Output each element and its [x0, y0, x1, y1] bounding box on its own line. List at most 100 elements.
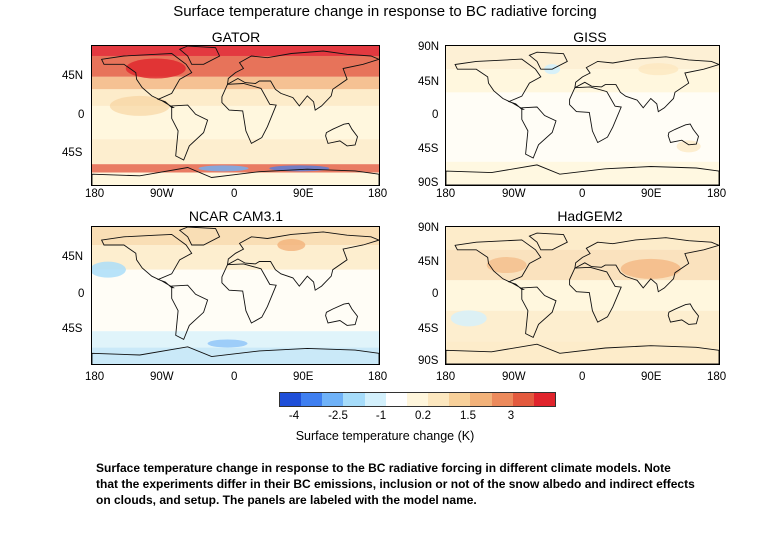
coastline — [100, 233, 193, 289]
colorbar-segment — [470, 393, 493, 406]
coastline — [521, 106, 557, 159]
coastline — [569, 266, 622, 323]
xtick-label: 180 — [707, 371, 727, 383]
anomaly-patch — [207, 339, 248, 348]
ytick-label: 90S — [418, 177, 439, 189]
coastline — [226, 231, 379, 291]
panel-title-giss: GISS — [573, 29, 607, 45]
anomaly-band — [92, 46, 379, 56]
anomaly-band — [92, 172, 379, 185]
ytick-label: 45S — [418, 143, 439, 155]
coastline — [569, 86, 622, 144]
colorbar-tick: 0.2 — [415, 410, 431, 422]
anomaly-band — [446, 280, 719, 311]
xtick-label: 180 — [85, 188, 105, 200]
anomaly-patch — [277, 239, 306, 252]
colorbar-segment — [491, 393, 514, 406]
anomaly-patch — [450, 310, 487, 327]
panel-title-gator: GATOR — [211, 29, 261, 45]
ytick-label: 90N — [418, 41, 440, 53]
coastline — [528, 51, 568, 70]
ytick-label: 45N — [418, 76, 440, 88]
anomaly-band — [446, 341, 719, 364]
coastline — [92, 346, 379, 364]
xtick-label: 0 — [579, 188, 586, 200]
map-svg — [92, 46, 379, 185]
anomaly-patch — [109, 95, 170, 116]
coastline — [226, 50, 379, 111]
colorbar-segment — [301, 393, 323, 406]
colorbar-segment — [406, 393, 429, 406]
coastline — [171, 104, 209, 161]
coastline — [446, 164, 719, 185]
anomaly-patch — [486, 257, 527, 274]
colorbar-tick: 3 — [507, 410, 515, 422]
map-svg — [446, 227, 719, 364]
ytick-label: 45N — [62, 251, 84, 263]
map-panel-gator — [91, 45, 380, 186]
colorbar-segment — [343, 393, 366, 406]
anomaly-band — [446, 69, 719, 93]
figure-title: Surface temperature change in response t… — [173, 3, 597, 20]
anomaly-patch — [676, 140, 701, 153]
anomaly-patch — [620, 258, 681, 279]
xtick-label: 180 — [436, 371, 456, 383]
ytick-label: 0 — [432, 288, 439, 300]
coastline — [454, 239, 542, 290]
xtick-label: 90E — [293, 188, 314, 200]
anomaly-patch — [198, 165, 249, 172]
xtick-label: 180 — [85, 371, 105, 383]
anomaly-band — [446, 310, 719, 342]
ytick-label: 90N — [418, 222, 440, 234]
map-panel-ncar — [91, 226, 380, 365]
colorbar-segment — [428, 393, 450, 406]
ytick-label: 90S — [418, 355, 439, 367]
colorbar-segment — [449, 393, 471, 406]
anomaly-band — [92, 139, 379, 165]
colorbar-tick: -1 — [375, 410, 387, 422]
anomaly-patch — [92, 261, 126, 278]
colorbar-segment — [533, 393, 556, 406]
anomaly-band — [446, 227, 719, 250]
coastline — [221, 263, 277, 324]
ytick-label: 45S — [62, 323, 83, 335]
xtick-label: 180 — [436, 188, 456, 200]
xtick-label: 180 — [368, 188, 388, 200]
coastline — [92, 167, 379, 185]
coastline — [667, 303, 699, 325]
coastline — [178, 227, 221, 246]
coastline — [178, 46, 221, 65]
xtick-label: 90E — [293, 371, 314, 383]
colorbar-tick: 1.5 — [460, 410, 476, 422]
xtick-label: 90E — [641, 188, 662, 200]
xtick-label: 90W — [502, 188, 526, 200]
colorbar — [279, 392, 556, 407]
panel-title-hadgem: HadGEM2 — [557, 208, 623, 224]
anomaly-band — [92, 269, 379, 332]
xtick-label: 180 — [368, 371, 388, 383]
map-svg — [446, 46, 719, 185]
map-panel-giss — [445, 45, 720, 186]
colorbar-segment — [364, 393, 387, 406]
map-panel-hadgem — [445, 226, 720, 365]
ytick-label: 45N — [62, 70, 84, 82]
xtick-label: 90W — [150, 188, 174, 200]
ytick-label: 45S — [418, 323, 439, 335]
coastline — [574, 56, 719, 113]
xtick-label: 90W — [502, 371, 526, 383]
ytick-label: 45N — [418, 256, 440, 268]
coastline — [667, 123, 699, 146]
colorbar-segment — [322, 393, 344, 406]
ytick-label: 0 — [78, 288, 85, 300]
figure-caption: Surface temperature change in response t… — [96, 461, 695, 507]
anomaly-band — [92, 227, 379, 246]
ytick-label: 0 — [78, 109, 85, 121]
xtick-label: 0 — [231, 188, 238, 200]
colorbar-label: Surface temperature change (K) — [295, 429, 475, 443]
coastline — [446, 343, 719, 364]
colorbar-segment — [385, 393, 408, 406]
xtick-label: 90E — [641, 371, 662, 383]
anomaly-band — [92, 76, 379, 90]
anomaly-band — [92, 331, 379, 348]
anomaly-patch — [125, 58, 186, 79]
